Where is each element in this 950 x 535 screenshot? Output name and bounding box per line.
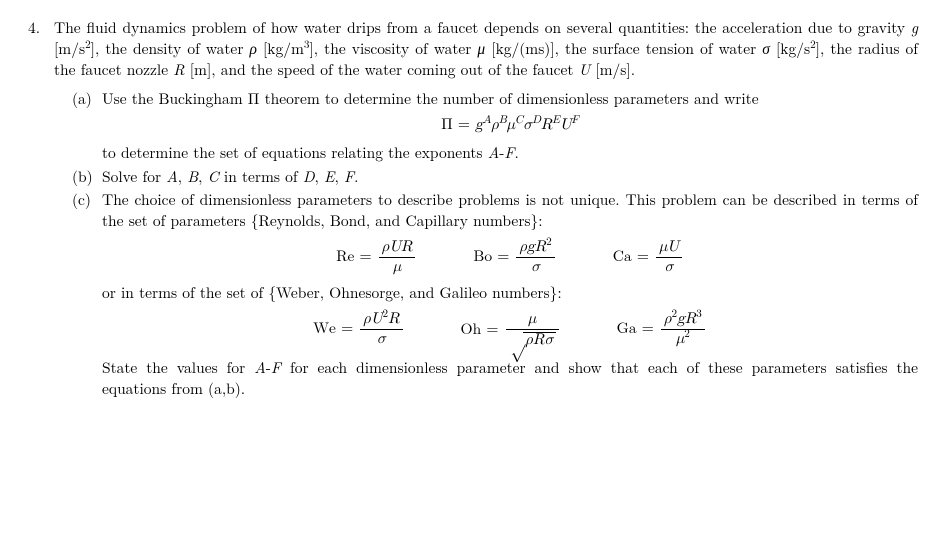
ohnesorge-number: Oh = μρRσ xyxy=(461,311,561,351)
part-b-label: (b) xyxy=(72,167,96,188)
part-a: (a) Use the Buckingham Π theorem to dete… xyxy=(72,89,918,164)
galileo-number: Ga = ρ2gR3μ2 xyxy=(617,311,707,351)
problem-intro: The fluid dynamics problem of how water … xyxy=(54,17,918,80)
part-c-text: The choice of dimensionless parameters t… xyxy=(102,190,918,399)
equation-row-set1: Re = ρURμ Bo = ρgR2σ Ca = μUσ xyxy=(102,239,918,276)
part-b-text: Solve for A, B, C in terms of D, E, F. xyxy=(102,167,918,188)
reynolds-number: Re = ρURμ xyxy=(336,239,417,276)
part-a-label: (a) xyxy=(72,89,96,110)
part-a-text2: to determine the set of equations relati… xyxy=(102,142,519,163)
capillary-number: Ca = μUσ xyxy=(613,239,684,276)
part-a-text: Use the Buckingham Π theorem to determin… xyxy=(102,89,918,164)
part-a-text1: Use the Buckingham Π theorem to determin… xyxy=(102,88,759,109)
subparts: (a) Use the Buckingham Π theorem to dete… xyxy=(54,89,918,400)
weber-number: We = ρU2Rσ xyxy=(313,311,404,351)
part-c-label: (c) xyxy=(72,190,96,211)
problem-4: 4. The fluid dynamics problem of how wat… xyxy=(28,18,918,400)
part-c-text1: The choice of dimensionless parameters t… xyxy=(102,189,918,231)
part-c-text3: State the values for A-F for each dimens… xyxy=(102,357,918,399)
equation-row-set2: We = ρU2Rσ Oh = μρRσ Ga = ρ2gR3μ2 xyxy=(102,311,918,351)
part-b: (b) Solve for A, B, C in terms of D, E, … xyxy=(72,167,918,188)
part-c-text2: or in terms of the set of {Weber, Ohneso… xyxy=(102,282,562,303)
problem-body: The fluid dynamics problem of how water … xyxy=(54,18,918,400)
part-a-equation: Π = gAρBμCσDREUF xyxy=(102,116,918,137)
part-c: (c) The choice of dimensionless paramete… xyxy=(72,190,918,399)
problem-number: 4. xyxy=(28,18,48,39)
bond-number: Bo = ρgR2σ xyxy=(473,239,556,276)
